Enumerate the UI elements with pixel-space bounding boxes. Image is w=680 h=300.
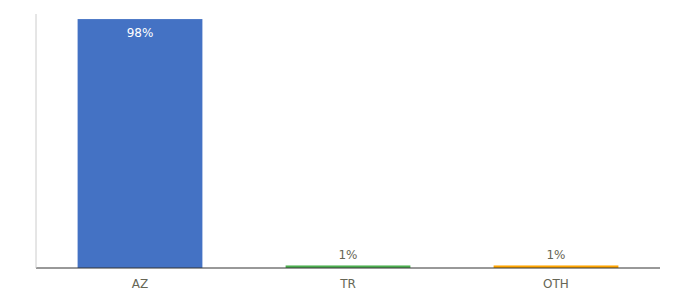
bars	[78, 19, 619, 268]
chart-svg: 98% 1% 1% AZ TR OTH	[0, 0, 680, 300]
data-labels: 98% 1% 1%	[127, 26, 566, 262]
data-label: 1%	[338, 248, 357, 262]
x-axis-line	[36, 268, 660, 269]
axes: AZ TR OTH	[36, 14, 660, 291]
data-label: 98%	[127, 26, 154, 40]
data-label: 1%	[546, 248, 565, 262]
x-tick-label: TR	[339, 277, 356, 291]
x-tick-label: OTH	[543, 277, 569, 291]
bar	[78, 19, 203, 268]
y-axis-line	[36, 14, 37, 268]
chart-container: 98% 1% 1% AZ TR OTH	[0, 0, 680, 300]
x-tick-label: AZ	[132, 277, 148, 291]
